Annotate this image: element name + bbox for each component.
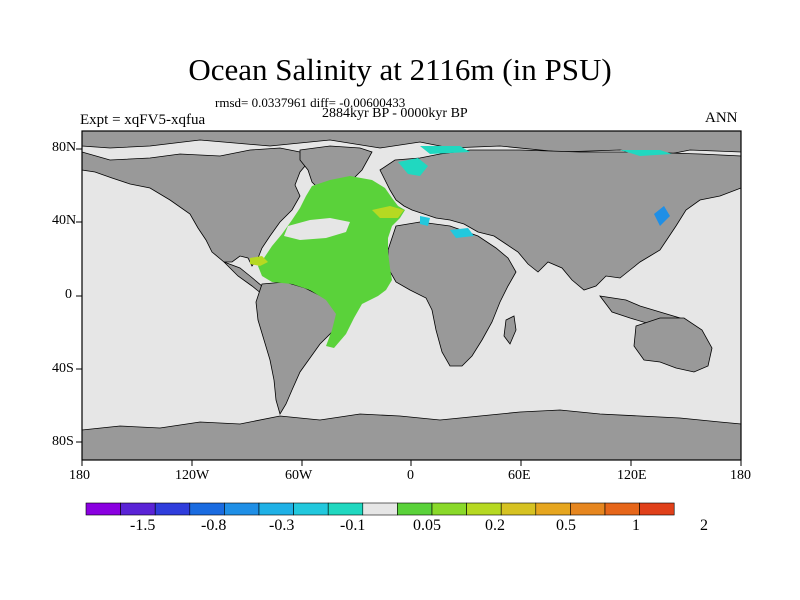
stats-text: rmsd= 0.0337961 diff= -0.00600433 [215,95,406,110]
colorbar-box-1 [85,502,121,516]
antarctica [81,409,742,461]
gulf-stream-zero-patch [284,218,350,240]
east-med-negative-anomaly [450,228,474,238]
colorbar-box-9 [362,502,398,516]
colorbar-box-15 [570,502,606,516]
colorbar-box-3 [154,502,191,516]
colorbar-box-10 [397,502,433,516]
barents-negative-anomaly [420,146,470,154]
lon-label-0: 0 [407,468,414,483]
colorbar-box-6 [258,502,294,516]
colorbar-box-5 [224,502,260,516]
axis-ticks [76,148,742,466]
lon-label-60e: 60E [508,468,531,483]
colorbar-box-12 [466,502,502,516]
experiment-label: Expt = xqFV5-xqfua [80,112,206,128]
nordic-seas-negative-anomaly [398,158,428,176]
arctic-land [81,130,742,157]
colorbar-box-8 [327,502,364,516]
arctic-negative-anomaly [620,150,672,156]
colorbar-label-9: 2 [700,517,708,534]
africa [387,221,517,367]
colorbar-label-7: 0.5 [556,517,576,534]
lon-label-180e: 180 [730,468,751,483]
land-masses [81,130,742,461]
colorbar-label-2: -0.8 [201,517,227,534]
salinity-anomaly [250,146,672,348]
lat-label-80n: 80N [52,140,77,155]
west-med-negative-anomaly [420,216,430,226]
colorbar [85,502,675,516]
colorbar-box-7 [293,502,329,516]
season-label: ANN [705,110,738,126]
colorbar-label-3: -0.3 [269,517,295,534]
colorbar-box-17 [639,502,675,516]
atlantic-positive-anomaly [258,176,405,348]
colorbar-label-4: -0.1 [340,517,366,534]
madagascar [503,315,517,345]
lon-label-180w: 180 [69,468,90,483]
lat-label-0: 0 [65,287,72,302]
colorbar-box-4 [189,502,225,516]
colorbar-box-13 [500,502,537,516]
colorbar-label-8: 1 [632,517,640,534]
colorbar-box-16 [604,502,640,516]
colorbar-label-6: 0.2 [485,517,505,534]
lat-label-40n: 40N [52,213,77,228]
colorbar-box-2 [120,502,156,516]
lon-label-60w: 60W [285,468,313,483]
colorbar-label-5: 0.05 [413,517,441,534]
colorbar-box-14 [535,502,571,516]
japan-sea-negative-anomaly [654,206,670,226]
lat-label-80s: 80S [52,434,74,449]
lon-label-120w: 120W [175,468,210,483]
australia [633,317,713,373]
colorbar-box-11 [431,502,467,516]
lat-label-40s: 40S [52,361,74,376]
plot-title: Ocean Salinity at 2116m (in PSU) [188,52,612,87]
lon-label-120e: 120E [617,468,647,483]
mediterranean-outflow-patch [372,206,404,218]
period-text: 2884kyr BP - 0000kyr BP [322,106,468,121]
colorbar-label-1: -1.5 [130,517,156,534]
gulf-of-mexico-patch [250,256,268,266]
